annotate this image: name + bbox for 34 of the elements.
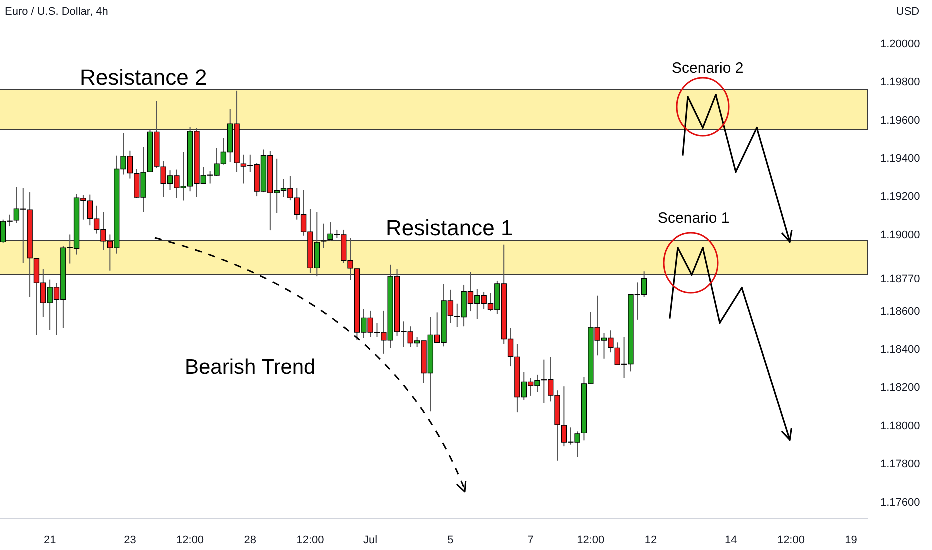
y-tick-label: 1.20000 [880, 38, 920, 50]
x-tick-label: 19 [845, 534, 858, 546]
annotation: Scenario 1 [658, 210, 730, 227]
annotation: Bearish Trend [185, 356, 316, 379]
text: Euro / U.S. Dollar, 4h [5, 6, 108, 18]
candlestick [320, 223, 327, 249]
y-tick-label: 1.19400 [880, 153, 920, 166]
x-tick-label: 12:00 [777, 534, 805, 546]
x-tick-label: 7 [528, 534, 534, 546]
band-label: Resistance 1 [386, 216, 514, 241]
y-tick-label: 1.18600 [880, 306, 920, 318]
y-tick-label: 1.19200 [880, 191, 920, 204]
x-tick-label: 5 [448, 534, 454, 546]
y-tick-label: 1.17800 [880, 458, 920, 471]
y-tick-label: 1.19600 [880, 114, 920, 127]
y-tick-label: 1.18770 [880, 273, 920, 286]
x-tick-label: 21 [44, 534, 56, 546]
y-tick-label: 1.18000 [880, 420, 920, 432]
annotation: Scenario 2 [672, 60, 744, 77]
x-tick-label: 23 [124, 534, 136, 546]
x-tick-label: 14 [725, 534, 738, 546]
y-tick-label: 1.18200 [880, 382, 920, 394]
y-tick-label: 1.18400 [880, 344, 920, 356]
x-tick-label: 12:00 [577, 534, 605, 546]
x-tick-label: 12 [644, 534, 658, 546]
x-tick-label: 12:00 [296, 534, 324, 546]
y-tick-label: 1.17600 [880, 496, 920, 509]
x-tick-label: 28 [244, 534, 257, 546]
y-tick-label: 1.19800 [880, 76, 920, 89]
band-label: Resistance 2 [80, 64, 208, 90]
x-tick-label: 12:00 [176, 534, 204, 546]
y-axis-title: USD [896, 6, 920, 18]
x-tick-label: Jul [364, 534, 378, 546]
y-tick-label: 1.19000 [880, 229, 920, 242]
